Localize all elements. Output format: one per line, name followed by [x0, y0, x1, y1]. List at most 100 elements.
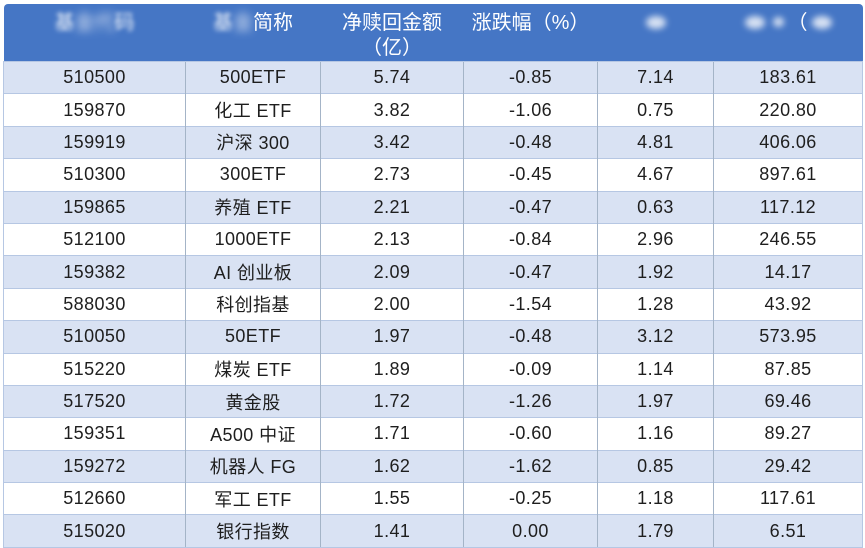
table-row: 159382 AI 创业板 2.09 -0.47 1.92 14.17	[3, 255, 863, 289]
fund-name-cell: 50ETF	[185, 320, 321, 354]
table-header: 基金代码 基金简称 净赎回金额 （亿） 涨跌幅（%）（	[3, 4, 863, 62]
fund-code-cell: 159865	[3, 190, 186, 224]
change-percent-cell: -0.45	[463, 158, 598, 192]
blurred-col-5-cell: 0.85	[597, 449, 714, 483]
fund-name-cell: 沪深 300	[185, 125, 321, 159]
fund-code-cell: 515020	[3, 514, 186, 548]
table-row: 159865 养殖 ETF 2.21 -0.47 0.63 117.12	[3, 190, 863, 224]
table-row: 588030 科创指基 2.00 -1.54 1.28 43.92	[3, 287, 863, 321]
change-percent-cell: -0.48	[463, 125, 598, 159]
fund-code-cell: 510500	[3, 60, 186, 94]
fund-code-cell: 515220	[3, 352, 186, 386]
fund-code-cell: 512100	[3, 222, 186, 256]
fund-name-cell: AI 创业板	[185, 255, 321, 289]
net-redemption-amount-cell: 2.00	[320, 287, 464, 321]
fund-name-cell: A500 中证	[185, 417, 321, 451]
header-text-fragment: 简称	[253, 12, 293, 34]
table-row: 512100 1000ETF 2.13 -0.84 2.96 246.55	[3, 222, 863, 256]
blurred-text-smudge	[744, 15, 765, 29]
change-percent-cell: -1.54	[463, 287, 598, 321]
fund-code-cell: 159382	[3, 255, 186, 289]
fund-name-cell: 500ETF	[185, 60, 321, 94]
header-fund-code: 基金代码	[3, 4, 186, 62]
change-percent-cell: -0.84	[463, 222, 598, 256]
header-text-fragment: 金代	[74, 12, 115, 34]
blurred-col-5-cell: 2.96	[597, 222, 714, 256]
change-percent-cell: -1.26	[463, 384, 598, 418]
fund-name-cell: 军工 ETF	[185, 482, 321, 515]
blurred-col-5-cell: 1.79	[597, 514, 714, 548]
table-row: 159919 沪深 300 3.42 -0.48 4.81 406.06	[3, 125, 863, 159]
net-redemption-amount-cell: 1.89	[320, 352, 464, 386]
net-redemption-amount-cell: 2.73	[320, 158, 464, 192]
blurred-col-5-cell: 4.81	[597, 125, 714, 159]
header-row: 基金代码 基金简称 净赎回金额 （亿） 涨跌幅（%）（	[3, 4, 863, 62]
blurred-col-6-cell: 117.61	[713, 482, 863, 515]
header-blurred-col-6: （	[713, 4, 863, 62]
blurred-col-6-cell: 183.61	[713, 60, 863, 94]
fund-name-cell: 养殖 ETF	[185, 190, 321, 224]
blurred-col-6-cell: 89.27	[713, 417, 863, 451]
net-redemption-amount-cell: 1.72	[320, 384, 464, 418]
fund-name-cell: 机器人 FG	[185, 449, 321, 483]
change-percent-cell: -0.85	[463, 60, 598, 94]
table-row: 159351 A500 中证 1.71 -0.60 1.16 89.27	[3, 417, 863, 451]
table-row: 515220 煤炭 ETF 1.89 -0.09 1.14 87.85	[3, 352, 863, 386]
fund-code-cell: 588030	[3, 287, 186, 321]
table-body: 510500 500ETF 5.74 -0.85 7.14 183.61 159870 化工 …	[3, 60, 863, 548]
fund-code-cell: 159351	[3, 417, 186, 451]
fund-name-cell: 黄金股	[185, 384, 321, 418]
net-redemption-amount-cell: 2.13	[320, 222, 464, 256]
blurred-col-5-cell: 1.14	[597, 352, 714, 386]
fund-name-cell: 煤炭 ETF	[185, 352, 321, 386]
blurred-col-6-cell: 6.51	[713, 514, 863, 548]
table-row: 510500 500ETF 5.74 -0.85 7.14 183.61	[3, 60, 863, 94]
blurred-col-5-cell: 4.67	[597, 158, 714, 192]
blurred-col-6-cell: 14.17	[713, 255, 863, 289]
blurred-text-smudge	[645, 15, 666, 29]
net-redemption-amount-cell: 1.62	[320, 449, 464, 483]
blurred-col-5-cell: 0.75	[597, 93, 714, 127]
fund-code-cell: 510300	[3, 158, 186, 192]
header-label-line: 净赎回金额	[342, 12, 442, 34]
blurred-col-6-cell: 43.92	[713, 287, 863, 321]
blurred-col-6-cell: 897.61	[713, 158, 863, 192]
net-redemption-amount-cell: 1.97	[320, 320, 464, 354]
net-redemption-amount-cell: 2.21	[320, 190, 464, 224]
change-percent-cell: 0.00	[463, 514, 598, 548]
table-row: 512660 军工 ETF 1.55 -0.25 1.18 117.61	[3, 482, 863, 515]
blurred-col-5-cell: 3.12	[597, 320, 714, 354]
change-percent-cell: -0.25	[463, 482, 598, 515]
table-row: 159272 机器人 FG 1.62 -1.62 0.85 29.42	[3, 449, 863, 483]
change-percent-cell: -0.47	[463, 190, 598, 224]
change-percent-cell: -0.09	[463, 352, 598, 386]
header-label-line: 涨跌幅（%）	[471, 12, 590, 34]
fund-code-cell: 517520	[3, 384, 186, 418]
net-redemption-amount-cell: 3.82	[320, 93, 464, 127]
net-redemption-amount-cell: 5.74	[320, 60, 464, 94]
blurred-col-6-cell: 406.06	[713, 125, 863, 159]
blurred-col-6-cell: 246.55	[713, 222, 863, 256]
etf-net-redemption-table: 基金代码 基金简称 净赎回金额 （亿） 涨跌幅（%）（ 510500 500ETF 5.74…	[3, 4, 863, 548]
header-text-fragment: 基	[54, 12, 75, 34]
table-row: 515020 银行指数 1.41 0.00 1.79 6.51	[3, 514, 863, 548]
blurred-col-6-cell: 29.42	[713, 449, 863, 483]
table-row: 159870 化工 ETF 3.82 -1.06 0.75 220.80	[3, 93, 863, 127]
change-percent-cell: -0.60	[463, 417, 598, 451]
blurred-col-5-cell: 1.92	[597, 255, 714, 289]
change-percent-cell: -1.06	[463, 93, 598, 127]
header-text-fragment: 基	[213, 12, 233, 34]
blurred-col-5-cell: 0.63	[597, 190, 714, 224]
blurred-text-smudge	[772, 17, 784, 28]
header-net-redemption-amount: 净赎回金额 （亿）	[320, 4, 464, 62]
header-blurred-col-5	[597, 4, 714, 62]
blurred-col-6-cell: 69.46	[713, 384, 863, 418]
table-row: 510300 300ETF 2.73 -0.45 4.67 897.61	[3, 158, 863, 192]
blurred-col-6-cell: 87.85	[713, 352, 863, 386]
fund-code-cell: 512660	[3, 482, 186, 515]
table-row: 517520 黄金股 1.72 -1.26 1.97 69.46	[3, 384, 863, 418]
blurred-col-5-cell: 7.14	[597, 60, 714, 94]
net-redemption-amount-cell: 1.71	[320, 417, 464, 451]
fund-code-cell: 159870	[3, 93, 186, 127]
